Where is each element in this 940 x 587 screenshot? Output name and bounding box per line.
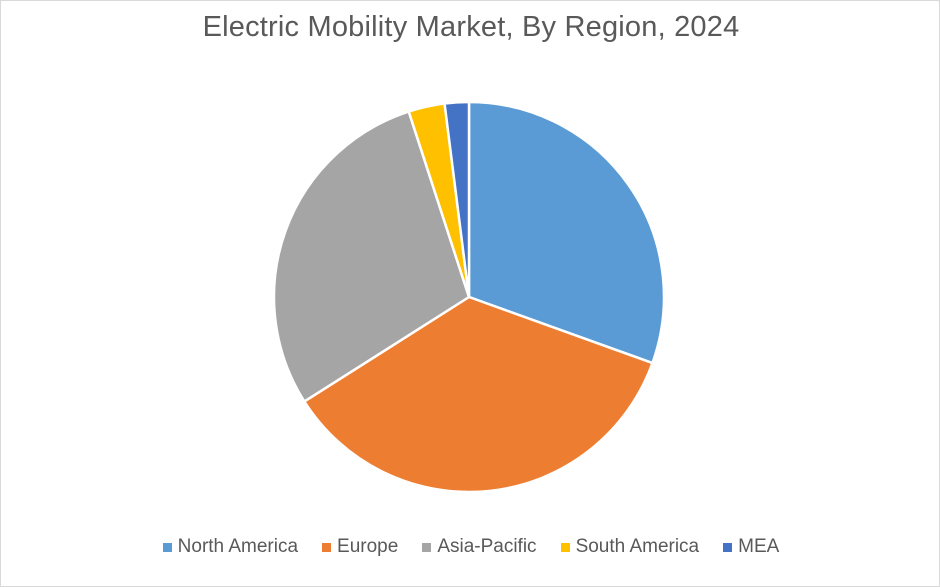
legend-swatch-north-america xyxy=(162,542,172,552)
legend-label-mea: MEA xyxy=(738,536,780,557)
legend-label-south-america: South America xyxy=(575,536,700,557)
legend-item-north-america: North America xyxy=(162,536,299,558)
chart-title: Electric Mobility Market, By Region, 202… xyxy=(202,11,740,43)
legend-label-asia-pacific: Asia-Pacific xyxy=(437,536,537,557)
legend-item-mea: MEA xyxy=(723,536,779,558)
chart-legend: North America Europe Asia-Pacific South … xyxy=(1,536,940,558)
legend-item-europe: Europe xyxy=(322,536,398,558)
legend-swatch-mea xyxy=(723,542,733,552)
pie-slice-mea xyxy=(443,100,471,299)
legend-swatch-europe xyxy=(322,542,332,552)
legend-swatch-asia-pacific xyxy=(422,542,432,552)
pie-slice-asia-pacific xyxy=(272,110,471,403)
pie-slice-europe xyxy=(303,295,654,494)
legend-label-north-america: North America xyxy=(177,536,299,557)
legend-item-south-america: South America xyxy=(560,536,700,558)
legend-label-europe: Europe xyxy=(337,536,399,557)
legend-swatch-south-america xyxy=(560,542,570,552)
pie-slice-north-america xyxy=(467,100,666,365)
legend-item-asia-pacific: Asia-Pacific xyxy=(422,536,537,558)
